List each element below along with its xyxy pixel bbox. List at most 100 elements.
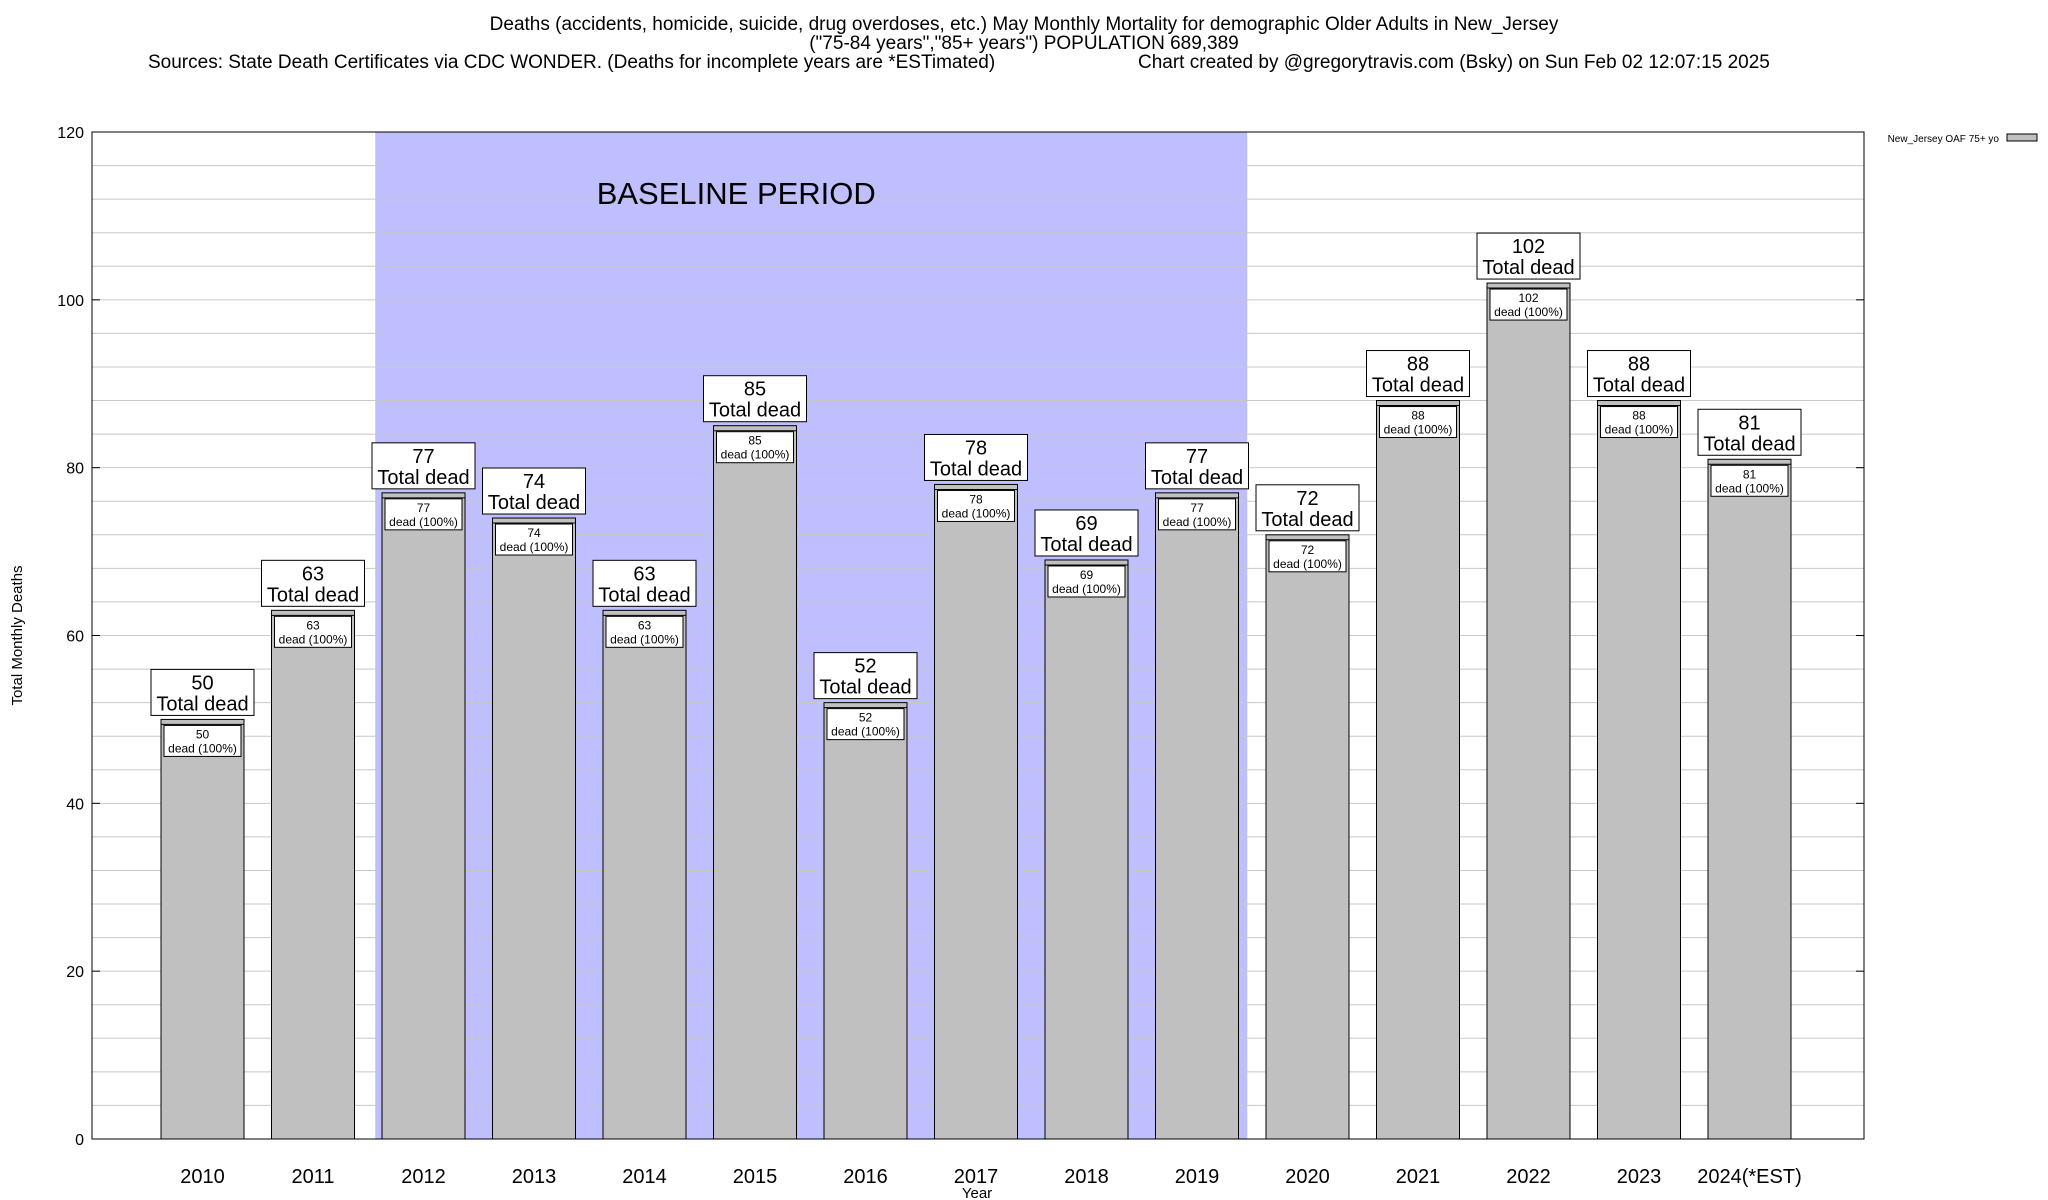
- inner-label-value: 77: [1190, 501, 1204, 515]
- x-tick-label: 2021: [1396, 1166, 1441, 1188]
- bar-2017: [934, 483, 1018, 1140]
- x-tick-label: 2011: [291, 1166, 334, 1188]
- bar-2011: [271, 609, 355, 1140]
- total-label-text: Total dead: [377, 467, 469, 489]
- total-label-box: [482, 467, 586, 515]
- total-label-box: [1476, 232, 1581, 280]
- inner-label-box: [163, 724, 242, 757]
- bar-2022: [1486, 282, 1571, 1140]
- y-axis-label: Total Monthly Deaths: [9, 565, 26, 705]
- x-tick-label: 2016: [843, 1166, 888, 1188]
- x-tick-label: 2017: [954, 1166, 999, 1188]
- inner-label-box: [1379, 406, 1457, 439]
- inner-label-box: [495, 523, 573, 556]
- bar-2019: [1155, 492, 1239, 1140]
- bar-2016: [823, 702, 908, 1140]
- y-tick-label: 40: [66, 796, 84, 813]
- inner-label-box: [1489, 288, 1568, 321]
- inner-label-box: [274, 615, 352, 648]
- inner-label-box: [605, 615, 684, 648]
- total-label-text: Total dead: [488, 492, 580, 514]
- bar-2018: [1044, 559, 1129, 1140]
- total-label-box: [1145, 442, 1249, 490]
- x-tick-label: 2020: [1285, 1166, 1330, 1188]
- inner-label-value: 81: [1743, 467, 1757, 481]
- total-label-value: 88: [1407, 354, 1429, 376]
- inner-label-text: dead (100%): [500, 540, 569, 554]
- total-label-text: Total dead: [1261, 509, 1353, 531]
- chart-subtitle: ("75-84 years","85+ years") POPULATION 6…: [809, 33, 1239, 54]
- inner-label-text: dead (100%): [168, 741, 237, 755]
- inner-label-box: [1047, 565, 1126, 598]
- total-label-text: Total dead: [709, 400, 801, 422]
- total-label-box: [924, 433, 1028, 481]
- total-label-text: Total dead: [1482, 257, 1574, 279]
- inner-label-text: dead (100%): [721, 448, 790, 462]
- inner-label-value: 85: [748, 434, 762, 448]
- inner-label-text: dead (100%): [1494, 305, 1563, 319]
- total-label-value: 69: [1075, 513, 1097, 535]
- y-tick-label: 100: [57, 293, 84, 310]
- inner-label-text: dead (100%): [1384, 423, 1453, 437]
- inner-label-text: dead (100%): [1273, 557, 1342, 571]
- x-axis-label: Year: [962, 1185, 992, 1200]
- inner-label-box: [1158, 498, 1236, 531]
- inner-label-box: [716, 431, 794, 464]
- x-tick-label: 2013: [512, 1166, 557, 1188]
- inner-label-value: 63: [638, 618, 652, 632]
- bar-2024(*EST): [1707, 458, 1792, 1140]
- total-label-box: [1366, 350, 1470, 398]
- total-label-text: Total dead: [1040, 534, 1132, 556]
- x-tick-label: 2015: [733, 1166, 778, 1188]
- bar-2021: [1376, 400, 1460, 1140]
- inner-label-value: 78: [969, 492, 983, 506]
- x-tick-label: 2023: [1617, 1166, 1662, 1188]
- total-label-value: 102: [1512, 236, 1545, 258]
- inner-label-box: [1710, 464, 1789, 497]
- total-label-text: Total dead: [1703, 433, 1795, 455]
- total-label-box: [703, 375, 807, 423]
- inner-label-text: dead (100%): [389, 515, 458, 529]
- total-label-box: [371, 442, 476, 490]
- y-tick-label: 80: [66, 461, 84, 478]
- total-label-box: [261, 559, 365, 607]
- inner-label-value: 88: [1411, 409, 1425, 423]
- total-label-value: 78: [965, 437, 987, 459]
- y-tick-label: 60: [66, 629, 84, 646]
- total-label-value: 63: [633, 563, 655, 585]
- bar-2013: [492, 517, 576, 1140]
- inner-label-text: dead (100%): [1163, 515, 1232, 529]
- chart-credit: Chart created by @gregorytravis.com (Bsk…: [1138, 52, 1770, 73]
- total-label-text: Total dead: [819, 677, 911, 699]
- legend-swatch: [2006, 133, 2038, 142]
- inner-label-box: [1600, 406, 1678, 439]
- total-label-value: 77: [412, 446, 434, 468]
- total-label-value: 50: [191, 672, 213, 694]
- total-label-text: Total dead: [930, 458, 1022, 480]
- bar-2015: [713, 425, 797, 1140]
- inner-label-value: 88: [1632, 409, 1646, 423]
- bar-2012: [381, 492, 466, 1140]
- x-tick-label: 2010: [180, 1166, 225, 1188]
- plot-border: [91, 131, 1865, 1140]
- x-tick-label: 2012: [401, 1166, 446, 1188]
- inner-label-text: dead (100%): [831, 725, 900, 739]
- total-label-text: Total dead: [156, 693, 248, 715]
- total-label-value: 63: [302, 563, 324, 585]
- bar-2010: [160, 718, 245, 1140]
- chart-title: Deaths (accidents, homicide, suicide, dr…: [489, 14, 1559, 35]
- inner-label-value: 69: [1080, 568, 1094, 582]
- x-tick-label: 2014: [622, 1166, 667, 1188]
- total-label-value: 81: [1738, 412, 1760, 434]
- baseline-label: BASELINE PERIOD: [597, 176, 876, 211]
- total-label-box: [592, 559, 697, 607]
- x-tick-label: 2022: [1506, 1166, 1551, 1188]
- inner-label-box: [826, 708, 905, 741]
- inner-label-value: 52: [859, 711, 873, 725]
- inner-label-value: 77: [417, 501, 431, 515]
- inner-label-text: dead (100%): [1052, 582, 1121, 596]
- inner-label-value: 72: [1301, 543, 1315, 557]
- y-tick-label: 0: [75, 1132, 84, 1149]
- total-label-box: [1587, 350, 1691, 398]
